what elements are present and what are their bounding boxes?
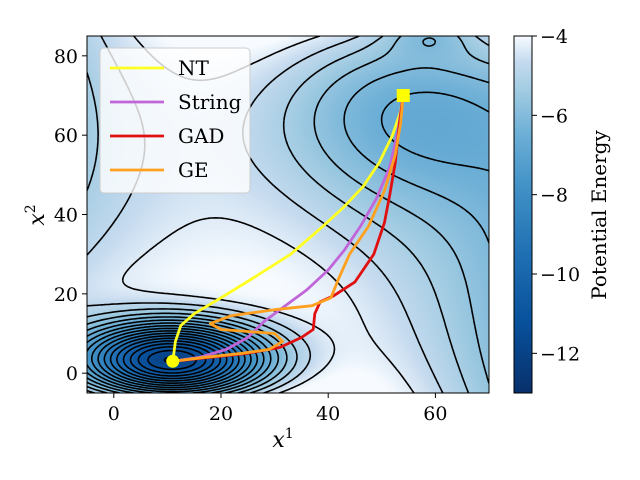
colorbar-tick-label: −10: [540, 264, 580, 286]
y-tick-label: 0: [66, 363, 78, 385]
x-axis-label-superscript: 1: [285, 426, 294, 442]
legend-label-nt: NT: [178, 56, 210, 80]
contour-line: [109, 335, 234, 384]
contour-line: [87, 325, 259, 393]
contour-line: [87, 37, 489, 393]
start-marker: [166, 354, 180, 368]
legend-label-string: String: [178, 90, 242, 114]
colorbar: −12 −10 −8 −6 −4 Potential Energy: [513, 26, 611, 394]
series-line-nt: [171, 94, 405, 363]
legend-label-ge: GE: [178, 158, 209, 182]
endpoint-markers: [166, 89, 410, 368]
colorbar-gradient: [513, 35, 533, 394]
series-line-ge: [171, 94, 405, 363]
y-tick-label: 20: [54, 284, 78, 306]
x-tick-label: 0: [108, 403, 120, 425]
y-axis-ticks: 0 20 40 60 80: [54, 46, 87, 385]
colorbar-ticks: −12 −10 −8 −6 −4: [532, 26, 580, 365]
colorbar-tick-label: −6: [540, 105, 568, 127]
y-axis-label-superscript: 2: [23, 204, 39, 213]
contour-line: [147, 349, 197, 371]
y-tick-label: 80: [54, 46, 78, 68]
colorbar-label: Potential Energy: [587, 130, 611, 300]
colorbar-tick-label: −4: [540, 26, 568, 48]
end-marker: [396, 89, 410, 102]
contour-line: [103, 332, 240, 387]
x-tick-label: 20: [209, 403, 233, 425]
x-axis-ticks: 0 20 40 60: [108, 393, 447, 425]
x-tick-label: 40: [316, 403, 340, 425]
colorbar-tick-label: −12: [540, 343, 580, 365]
contour-line: [91, 327, 252, 391]
legend-label-gad: GAD: [178, 124, 224, 148]
y-tick-label: 60: [54, 125, 78, 147]
contour-lines: [87, 36, 489, 393]
contour-line: [97, 330, 246, 389]
legend-box: [99, 47, 251, 194]
colorbar-tick-label: −8: [540, 185, 568, 207]
x-tick-label: 60: [423, 403, 447, 425]
contour-line: [87, 36, 489, 393]
path-lines: [171, 94, 405, 363]
contour-line: [129, 342, 215, 377]
x-axis-label: x1: [272, 426, 293, 453]
series-line-string: [171, 94, 405, 363]
y-axis-label: x2: [23, 204, 50, 225]
legend: NT String GAD GE: [99, 47, 251, 194]
y-tick-label: 40: [54, 205, 78, 227]
contour-line: [116, 337, 228, 382]
